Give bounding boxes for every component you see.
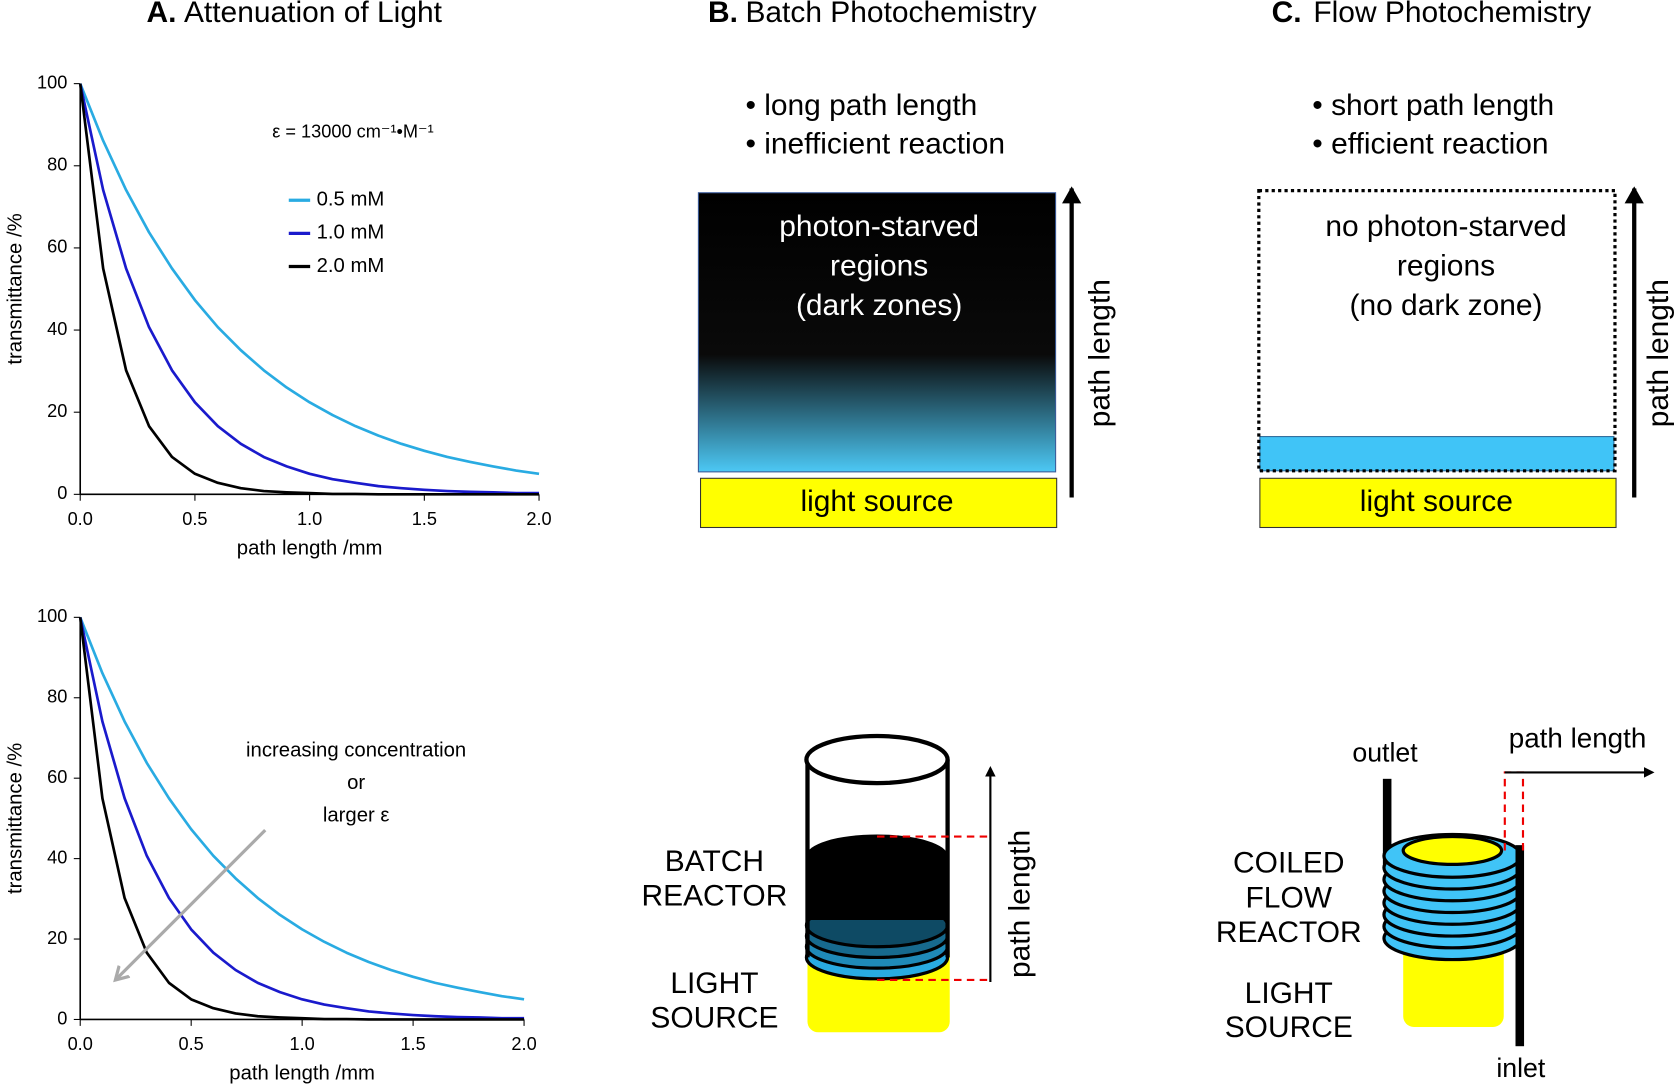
bullet: • short path length [1312, 89, 1554, 122]
lamp-text: LIGHT [1245, 977, 1333, 1010]
source-text: light source [800, 485, 953, 518]
x-tick-label: 1.5 [400, 1034, 425, 1054]
annotation: larger ε [323, 805, 390, 827]
legend-label: 2.0 mM [317, 255, 385, 277]
y-tick-label: 60 [47, 237, 67, 257]
region-text: regions [1397, 250, 1495, 283]
x-tick-label: 0.5 [179, 1034, 204, 1054]
reactor-text: BATCH [665, 845, 764, 878]
x-tick-label: 2.0 [511, 1034, 536, 1054]
y-tick-label: 80 [47, 687, 67, 707]
y-tick-label: 100 [37, 606, 67, 626]
axis-text: path length [1084, 279, 1117, 427]
panel-title: Batch Photochemistry [745, 0, 1036, 29]
lamp-text: LIGHT [670, 967, 758, 1000]
y-axis-label: transmittance /% [4, 213, 26, 364]
panel-label: B. [708, 0, 738, 29]
reactor-text: REACTOR [642, 879, 788, 912]
outlet-text: outlet [1352, 737, 1418, 767]
coil-core [1401, 834, 1504, 866]
note: ε = 13000 cm⁻¹•M⁻¹ [272, 122, 433, 142]
reactor-text: FLOW [1246, 882, 1333, 915]
panel-label: A. [147, 0, 177, 29]
region-text: regions [830, 250, 928, 283]
reactor-text: COILED [1233, 846, 1344, 879]
y-tick-label: 20 [47, 928, 67, 948]
source-text: light source [1360, 485, 1513, 518]
bullet: • long path length [745, 89, 977, 122]
panel-c: C. Flow Photochemistry • short path leng… [1216, 0, 1675, 1083]
y-axis-label: transmittance /% [4, 743, 26, 894]
coil [1382, 832, 1523, 962]
inlet-text: inlet [1496, 1053, 1546, 1083]
axis-text: path length [1509, 723, 1647, 754]
bullet: • inefficient reaction [745, 128, 1005, 161]
charts: A. Attenuation of Light 0 20 40 60 80 100 0.0 0.5… [4, 0, 551, 1084]
region-text: (dark zones) [796, 289, 962, 322]
region-text: photon-starved [779, 210, 979, 243]
series-line [78, 83, 540, 476]
outlet-tube [1382, 778, 1392, 865]
lamp-text: SOURCE [1225, 1011, 1353, 1044]
axis-text: path length [1642, 279, 1675, 427]
x-tick-label: 1.0 [297, 509, 322, 529]
batch-vessel [697, 192, 1057, 473]
bullet: • efficient reaction [1312, 128, 1548, 161]
panel-b: B. Batch Photochemistry • long path leng… [642, 0, 1117, 1034]
light-source [699, 477, 1058, 529]
x-tick-label: 1.0 [290, 1034, 315, 1054]
lamp-text: SOURCE [650, 1001, 778, 1034]
annotation: increasing concentration [246, 739, 466, 761]
annotation-arrow [118, 829, 267, 978]
x-tick-label: 0.0 [68, 1034, 93, 1054]
dark-liquid [806, 834, 948, 878]
legend-label: 1.0 mM [317, 222, 385, 244]
axis-text: path length [1003, 830, 1036, 978]
y-tick-label: 80 [47, 155, 67, 175]
region-text: (no dark zone) [1349, 289, 1542, 322]
x-axis-label: path length /mm [229, 1062, 375, 1084]
x-axis-label: path length /mm [237, 537, 383, 559]
y-tick-label: 40 [47, 847, 67, 867]
chart-title: Attenuation of Light [184, 0, 443, 29]
y-tick-label: 0 [57, 1008, 67, 1028]
inlet-tube [1515, 845, 1525, 1047]
series-line [78, 617, 525, 1021]
y-tick-label: 100 [37, 72, 67, 92]
x-tick-label: 1.5 [412, 509, 437, 529]
region-text: no photon-starved [1325, 210, 1566, 243]
y-tick-label: 40 [47, 319, 67, 339]
y-tick-label: 0 [57, 483, 67, 503]
panel-title: Flow Photochemistry [1313, 0, 1591, 29]
x-tick-label: 0.5 [182, 509, 207, 529]
guide-line [1503, 771, 1525, 851]
series-line [78, 83, 540, 496]
series-line [78, 617, 525, 1020]
reactor-text: REACTOR [1216, 916, 1362, 949]
light-source [1259, 477, 1617, 529]
y-tick-label: 20 [47, 401, 67, 421]
y-tick-label: 60 [47, 767, 67, 787]
flow-vessel [1257, 188, 1617, 473]
x-tick-label: 0.0 [68, 509, 93, 529]
series-line [78, 616, 525, 1001]
legend-label: 0.5 mM [317, 189, 385, 211]
vessel-rim [804, 733, 950, 786]
x-tick-label: 2.0 [526, 509, 551, 529]
annotation: or [347, 772, 365, 794]
panel-label: C. [1272, 0, 1302, 29]
series-line [78, 83, 540, 495]
flow-channel [1259, 436, 1615, 472]
